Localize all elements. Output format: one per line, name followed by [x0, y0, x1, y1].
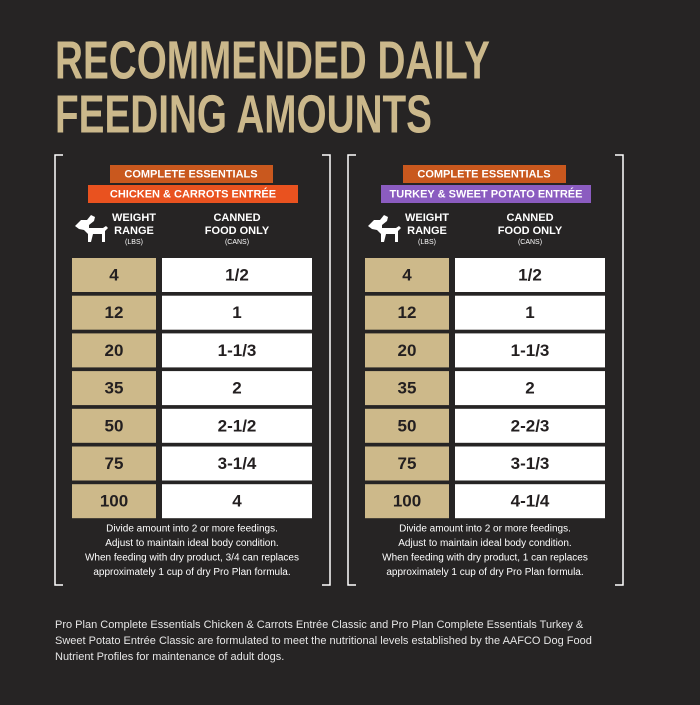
- header: FOOD ONLY: [205, 225, 270, 237]
- amount-cell: [455, 333, 605, 368]
- header-unit: (CANS): [225, 239, 249, 246]
- weight-value: 75: [398, 454, 417, 473]
- amount-value: 3-1/3: [511, 454, 550, 473]
- weight-value: 100: [393, 492, 421, 511]
- header: CANNED: [506, 212, 553, 224]
- note: approximately 1 cup of dry Pro Plan form…: [93, 567, 290, 578]
- product-text: CHICKEN & CARROTS ENTRÉE: [110, 187, 276, 200]
- title-line: FEEDING AMOUNTS: [55, 84, 432, 144]
- weight-cell: [365, 333, 449, 368]
- amount-value: 3-1/4: [218, 454, 257, 473]
- weight-value: 12: [398, 303, 417, 322]
- header: WEIGHT: [405, 212, 449, 224]
- weight-cell: [365, 446, 449, 481]
- header-unit: (LBS): [125, 239, 143, 246]
- weight-cell: [365, 371, 449, 406]
- amount-value: 1/2: [225, 265, 249, 284]
- header: FOOD ONLY: [498, 225, 563, 237]
- footnote: Pro Plan Complete Essentials Chicken & C…: [55, 619, 584, 631]
- bracket: [322, 154, 331, 586]
- note: Adjust to maintain ideal body condition.: [105, 538, 278, 549]
- amount-value: 2: [525, 379, 534, 398]
- footnote: Sweet Potato Entrée Classic are formulat…: [55, 635, 592, 647]
- note: Adjust to maintain ideal body condition.: [398, 538, 571, 549]
- weight-cell: [72, 484, 156, 519]
- badge: [110, 165, 273, 183]
- amount-cell: [455, 446, 605, 481]
- dog-icon: [75, 215, 108, 242]
- header: RANGE: [114, 225, 154, 237]
- amount-cell: [455, 408, 605, 443]
- amount-cell: [455, 371, 605, 406]
- note: Divide amount into 2 or more feedings.: [106, 524, 278, 535]
- amount-value: 1/2: [518, 265, 542, 284]
- weight-cell: [72, 333, 156, 368]
- weight-cell: [72, 295, 156, 330]
- amount-cell: [455, 295, 605, 330]
- panel: COMPLETE ESSENTIALS CHICKEN & CARROTS ENT…: [54, 154, 331, 586]
- amount-value: 4-1/4: [511, 492, 550, 511]
- product-text: TURKEY & SWEET POTATO ENTRÉE: [390, 187, 583, 200]
- bracket: [347, 154, 356, 586]
- amount-value: 1: [525, 303, 534, 322]
- weight-value: 20: [398, 341, 417, 360]
- weight-cell: [365, 295, 449, 330]
- badge-text: COMPLETE ESSENTIALS: [417, 168, 550, 180]
- badge: [403, 165, 566, 183]
- note: When feeding with dry product, 3/4 can r…: [85, 553, 299, 564]
- badge-text: COMPLETE ESSENTIALS: [124, 168, 257, 180]
- amount-cell: [162, 408, 312, 443]
- product-label: [88, 185, 298, 203]
- header: RANGE: [407, 225, 447, 237]
- weight-value: 75: [105, 454, 124, 473]
- weight-value: 4: [402, 265, 412, 284]
- footnote: Nutrient Profiles for maintenance of adu…: [55, 651, 284, 663]
- amount-value: 1-1/3: [218, 341, 257, 360]
- amount-cell: [162, 258, 312, 292]
- amount-value: 1-1/3: [511, 341, 550, 360]
- weight-value: 35: [398, 379, 417, 398]
- amount-cell: [455, 484, 605, 519]
- panel: COMPLETE ESSENTIALS TURKEY & SWEET POTATO…: [347, 154, 624, 586]
- weight-cell: [72, 446, 156, 481]
- weight-value: 12: [105, 303, 124, 322]
- note: approximately 1 cup of dry Pro Plan form…: [386, 567, 583, 578]
- product-label: [381, 185, 591, 203]
- bracket: [615, 154, 624, 586]
- weight-value: 100: [100, 492, 128, 511]
- weight-cell: [365, 408, 449, 443]
- amount-cell: [162, 333, 312, 368]
- note: Divide amount into 2 or more feedings.: [399, 524, 571, 535]
- amount-cell: [162, 295, 312, 330]
- note: When feeding with dry product, 1 can rep…: [382, 553, 588, 564]
- amount-value: 4: [232, 492, 242, 511]
- header-unit: (CANS): [518, 239, 542, 246]
- title-line: RECOMMENDED DAILY: [55, 30, 490, 90]
- amount-cell: [162, 484, 312, 519]
- weight-value: 50: [398, 416, 417, 435]
- weight-cell: [365, 484, 449, 519]
- amount-cell: [162, 446, 312, 481]
- amount-value: 1: [232, 303, 241, 322]
- weight-cell: [72, 408, 156, 443]
- header-unit: (LBS): [418, 239, 436, 246]
- amount-cell: [455, 258, 605, 292]
- weight-cell: [72, 258, 156, 292]
- weight-value: 35: [105, 379, 124, 398]
- header: CANNED: [213, 212, 260, 224]
- dog-icon: [368, 215, 401, 242]
- weight-value: 20: [105, 341, 124, 360]
- amount-value: 2-2/3: [511, 416, 550, 435]
- bracket: [54, 154, 63, 586]
- weight-value: 50: [105, 416, 124, 435]
- weight-cell: [365, 258, 449, 292]
- weight-value: 4: [109, 265, 119, 284]
- amount-value: 2-1/2: [218, 416, 257, 435]
- header: WEIGHT: [112, 212, 156, 224]
- weight-cell: [72, 371, 156, 406]
- amount-value: 2: [232, 379, 241, 398]
- amount-cell: [162, 371, 312, 406]
